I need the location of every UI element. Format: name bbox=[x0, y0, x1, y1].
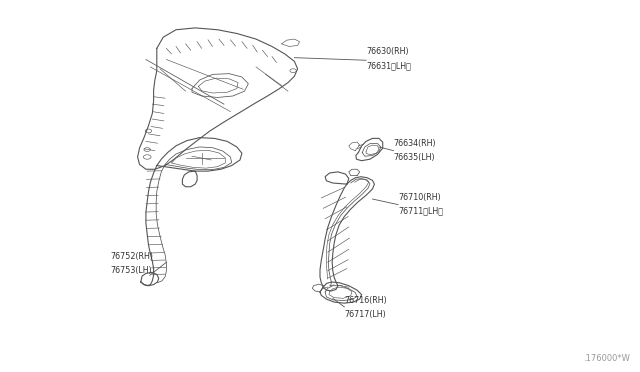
Text: 76710(RH): 76710(RH) bbox=[398, 193, 441, 202]
Text: 76717(LH): 76717(LH) bbox=[344, 310, 386, 319]
Text: 76635(LH): 76635(LH) bbox=[394, 153, 435, 162]
Text: 76753(LH): 76753(LH) bbox=[110, 266, 152, 275]
Text: .176000*W: .176000*W bbox=[584, 354, 630, 363]
Text: 76630(RH): 76630(RH) bbox=[366, 47, 409, 56]
Text: 76634(RH): 76634(RH) bbox=[394, 139, 436, 148]
Text: 76631〈LH〉: 76631〈LH〉 bbox=[366, 61, 411, 70]
Text: 76711〈LH〉: 76711〈LH〉 bbox=[398, 207, 443, 216]
Text: 76752(RH): 76752(RH) bbox=[110, 252, 153, 261]
Text: 76716(RH): 76716(RH) bbox=[344, 296, 387, 305]
